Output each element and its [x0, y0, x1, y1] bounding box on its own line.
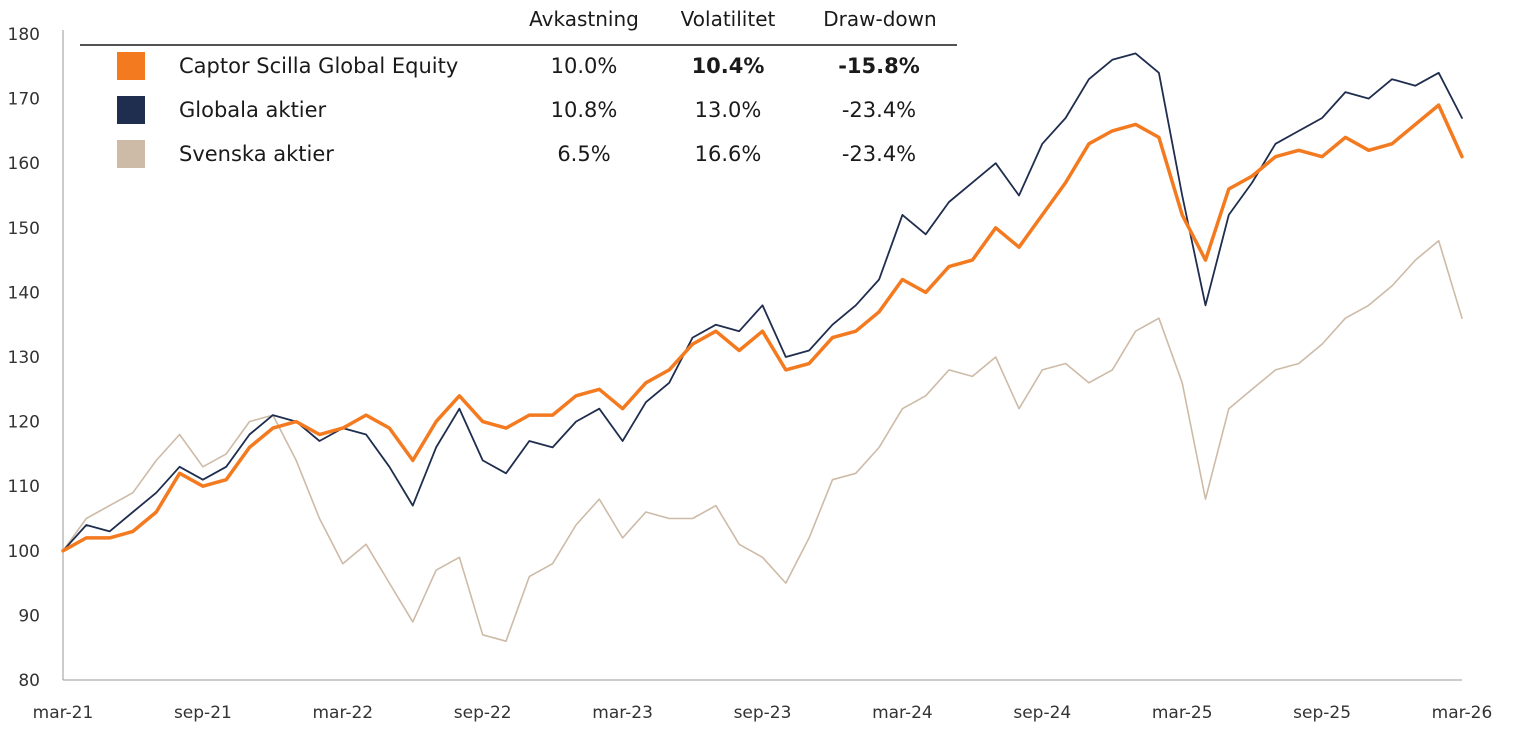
y-tick-label: 100: [8, 542, 40, 562]
x-tick-label: mar-26: [1432, 703, 1493, 723]
stat-value: 10.0%: [551, 54, 618, 78]
y-tick-label: 150: [8, 219, 40, 239]
stat-value: 16.6%: [695, 142, 762, 166]
series-lines: [61, 52, 1464, 642]
stat-value: 13.0%: [695, 98, 762, 122]
y-tick-label: 160: [8, 154, 40, 174]
y-tick-label: 180: [8, 25, 40, 45]
stat-value: 10.4%: [692, 54, 765, 78]
x-axis-ticks: mar-21 sep-21 mar-22 sep-22 mar-23 sep-23 mar-…: [33, 703, 1493, 723]
stat-value: -15.8%: [838, 54, 920, 78]
x-tick-label: sep-25: [1293, 703, 1351, 723]
x-tick-label: mar-25: [1152, 703, 1213, 723]
y-tick-label: 120: [8, 413, 40, 433]
x-tick-label: mar-21: [33, 703, 94, 723]
legend-swatch: [117, 96, 145, 124]
table-header: Draw-down: [823, 7, 936, 31]
y-tick-label: 130: [8, 348, 40, 368]
x-tick-label: mar-23: [592, 703, 653, 723]
x-tick-label: sep-21: [174, 703, 232, 723]
y-tick-label: 90: [18, 606, 40, 626]
y-tick-label: 110: [8, 477, 40, 497]
globala-series-line: [62, 52, 1463, 552]
y-tick-label: 140: [8, 283, 40, 303]
captor-series-line: [61, 103, 1464, 553]
x-tick-label: sep-24: [1013, 703, 1071, 723]
legend-label: Captor Scilla Global Equity: [179, 54, 458, 78]
table-header: Avkastning: [529, 7, 639, 31]
legend-swatch: [117, 140, 145, 168]
table-header: Volatilitet: [681, 7, 776, 31]
axes: [62, 30, 1462, 681]
legend-table: Avkastning Volatilitet Draw-down Captor Sci…: [80, 7, 957, 168]
stat-value: 10.8%: [551, 98, 618, 122]
stat-value: 6.5%: [557, 142, 610, 166]
svenska-series-line: [62, 239, 1463, 642]
y-tick-label: 170: [8, 90, 40, 110]
y-tick-label: 80: [18, 671, 40, 691]
y-axis-ticks: 80 90 100 110 120 130 140 150 160 170 180: [8, 25, 40, 691]
x-tick-label: mar-22: [312, 703, 373, 723]
x-tick-label: sep-23: [734, 703, 792, 723]
legend-label: Globala aktier: [179, 98, 327, 122]
stat-value: -23.4%: [842, 142, 916, 166]
x-tick-label: sep-22: [454, 703, 512, 723]
legend-swatch: [117, 52, 145, 80]
legend-label: Svenska aktier: [179, 142, 334, 166]
x-tick-label: mar-24: [872, 703, 933, 723]
stat-value: -23.4%: [842, 98, 916, 122]
